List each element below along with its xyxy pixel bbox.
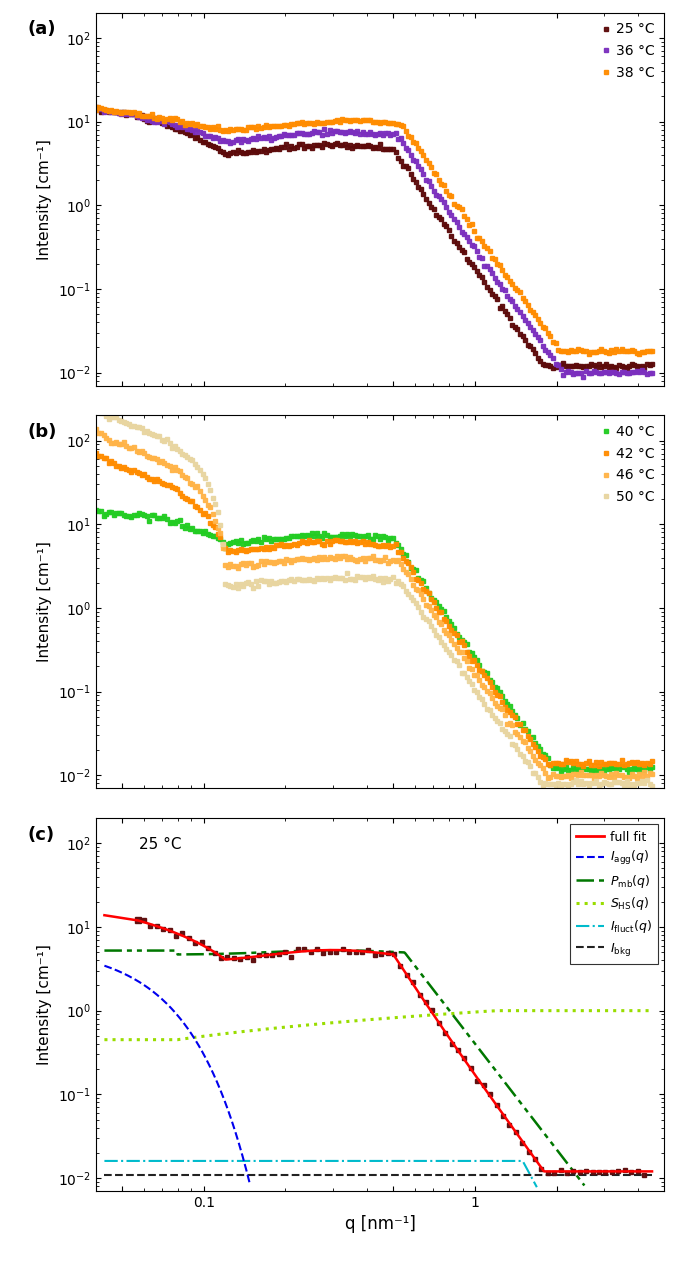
46 °C	[592, 767, 600, 782]
38 °C	[564, 345, 573, 360]
38 °C	[247, 119, 255, 134]
46 °C	[590, 770, 598, 786]
Line: 42 °C: 42 °C	[94, 451, 654, 768]
38 °C	[595, 343, 603, 359]
50 °C	[92, 399, 100, 414]
25 °C	[389, 141, 397, 156]
Legend: 25 °C, 36 °C, 38 °C: 25 °C, 36 °C, 38 °C	[598, 19, 658, 82]
38 °C	[582, 343, 590, 359]
46 °C	[254, 557, 262, 573]
46 °C	[244, 555, 252, 570]
46 °C	[580, 768, 588, 783]
40 °C	[254, 531, 262, 546]
36 °C	[584, 366, 593, 381]
Text: 25 °C: 25 °C	[138, 836, 181, 851]
25 °C	[254, 143, 262, 158]
42 °C	[92, 445, 100, 460]
X-axis label: q [nm⁻¹]: q [nm⁻¹]	[345, 1215, 416, 1233]
38 °C	[92, 103, 100, 118]
50 °C	[389, 570, 397, 585]
38 °C	[95, 100, 103, 115]
40 °C	[389, 530, 397, 545]
40 °C	[244, 535, 252, 550]
Text: (b): (b)	[27, 423, 57, 441]
42 °C	[244, 542, 252, 557]
Line: 46 °C: 46 °C	[94, 427, 654, 780]
40 °C	[648, 759, 656, 774]
Y-axis label: Intensity [cm⁻¹]: Intensity [cm⁻¹]	[37, 944, 52, 1066]
50 °C	[592, 774, 600, 789]
Y-axis label: Intensity [cm⁻¹]: Intensity [cm⁻¹]	[37, 138, 52, 260]
50 °C	[562, 777, 570, 792]
42 °C	[254, 541, 262, 556]
42 °C	[590, 758, 598, 773]
42 °C	[595, 758, 603, 773]
40 °C	[92, 503, 100, 518]
25 °C	[562, 359, 570, 374]
Line: 25 °C: 25 °C	[94, 105, 654, 370]
Text: (c): (c)	[27, 826, 55, 844]
46 °C	[562, 769, 570, 784]
50 °C	[648, 778, 656, 793]
40 °C	[562, 760, 570, 775]
50 °C	[244, 574, 252, 589]
38 °C	[584, 346, 593, 361]
Text: (a): (a)	[27, 20, 56, 38]
25 °C	[590, 357, 598, 372]
Legend: 40 °C, 42 °C, 46 °C, 50 °C: 40 °C, 42 °C, 46 °C, 50 °C	[598, 422, 658, 507]
36 °C	[92, 103, 100, 118]
50 °C	[254, 578, 262, 593]
46 °C	[389, 552, 397, 568]
46 °C	[648, 767, 656, 782]
40 °C	[590, 764, 598, 779]
36 °C	[95, 101, 103, 117]
36 °C	[247, 132, 255, 147]
38 °C	[648, 343, 656, 359]
36 °C	[580, 369, 588, 384]
Legend: full fit, $I_{\rm agg}(q)$, $P_{\rm mb}(q)$, $S_{\rm HS}(q)$, $I_{\rm fluct}(q)$: full fit, $I_{\rm agg}(q)$, $P_{\rm mb}(…	[570, 825, 658, 964]
Line: 36 °C: 36 °C	[94, 106, 654, 379]
36 °C	[648, 365, 656, 380]
Y-axis label: Intensity [cm⁻¹]: Intensity [cm⁻¹]	[37, 541, 52, 663]
46 °C	[92, 422, 100, 437]
40 °C	[580, 760, 588, 775]
25 °C	[580, 360, 588, 375]
36 °C	[564, 364, 573, 379]
42 °C	[580, 758, 588, 773]
38 °C	[391, 117, 399, 132]
36 °C	[257, 131, 265, 146]
36 °C	[391, 125, 399, 141]
42 °C	[648, 754, 656, 769]
Line: 38 °C: 38 °C	[94, 105, 654, 356]
Line: 50 °C: 50 °C	[94, 405, 654, 788]
50 °C	[582, 775, 590, 791]
Line: 40 °C: 40 °C	[94, 508, 654, 774]
42 °C	[389, 538, 397, 554]
38 °C	[257, 120, 265, 136]
50 °C	[564, 779, 573, 794]
25 °C	[92, 100, 100, 115]
25 °C	[612, 361, 621, 376]
40 °C	[625, 765, 634, 780]
25 °C	[244, 144, 252, 160]
36 °C	[595, 366, 603, 381]
25 °C	[648, 357, 656, 372]
42 °C	[562, 753, 570, 768]
